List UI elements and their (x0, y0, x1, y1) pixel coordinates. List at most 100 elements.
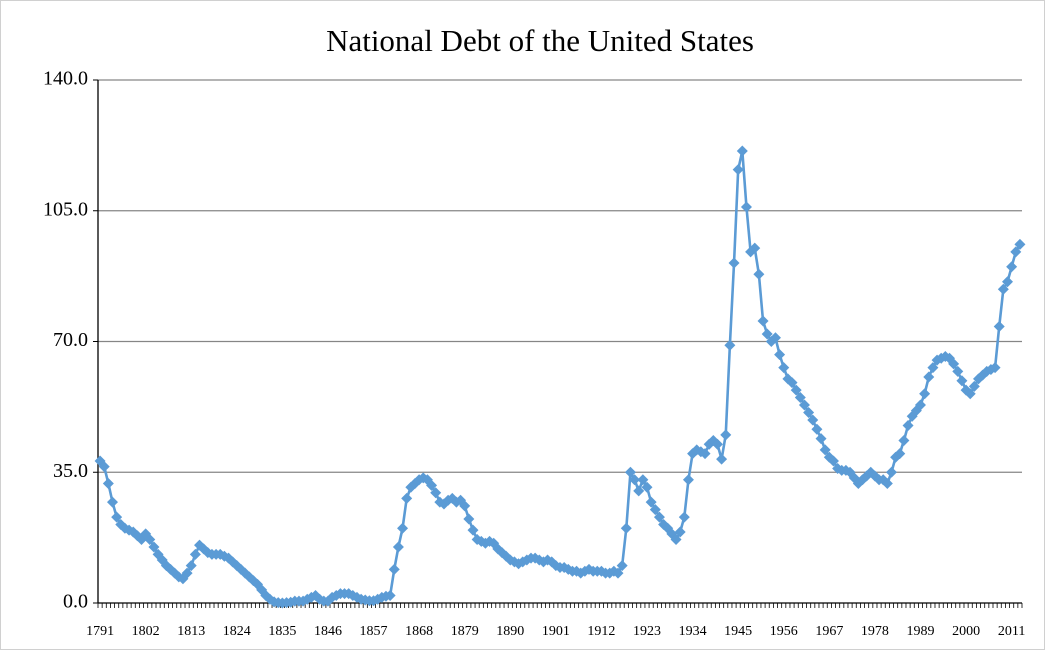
data-point (819, 444, 831, 456)
data-point (616, 560, 628, 572)
x-tick-label: 1802 (132, 624, 160, 639)
data-point (181, 567, 193, 579)
y-tick-label: 140.0 (43, 68, 88, 90)
data-point (919, 388, 931, 400)
x-tick-label: 1813 (177, 624, 205, 639)
data-point (98, 461, 110, 473)
x-tick-label: 1835 (268, 624, 296, 639)
data-point (956, 375, 968, 387)
data-point (612, 567, 624, 579)
data-point (774, 349, 786, 361)
data-point (426, 479, 438, 491)
data-point (807, 414, 819, 426)
x-tick-label: 1824 (223, 624, 251, 639)
data-point (740, 201, 752, 213)
x-tick-label: 1989 (906, 624, 934, 639)
data-point (430, 487, 442, 499)
data-point (384, 590, 396, 602)
data-point (749, 242, 761, 254)
data-point (948, 358, 960, 370)
data-point (778, 362, 790, 374)
data-point (111, 511, 123, 523)
data-point (815, 433, 827, 445)
data-point (401, 492, 413, 504)
x-tick-label: 2000 (952, 624, 980, 639)
data-point (1010, 246, 1022, 258)
x-tick-label: 1857 (360, 624, 388, 639)
data-point (645, 496, 657, 508)
data-point (798, 399, 810, 411)
data-point (624, 466, 636, 478)
data-point (102, 477, 114, 489)
data-point (670, 533, 682, 545)
data-point (993, 321, 1005, 333)
data-point (794, 392, 806, 404)
x-tick-label: 1879 (451, 624, 479, 639)
data-point (757, 315, 769, 327)
x-tick-label: 1923 (633, 624, 661, 639)
data-point (649, 504, 661, 516)
data-point (711, 438, 723, 450)
data-point (997, 283, 1009, 295)
data-point (620, 522, 632, 534)
data-point (682, 474, 694, 486)
x-tick-label: 1901 (542, 624, 570, 639)
data-point (459, 500, 471, 512)
data-point (902, 420, 914, 432)
data-point (716, 453, 728, 465)
data-point (653, 511, 665, 523)
x-tick-label: 1868 (405, 624, 433, 639)
data-point (189, 548, 201, 560)
data-point (894, 448, 906, 460)
data-point (467, 524, 479, 536)
data-point (989, 362, 1001, 374)
data-point (388, 563, 400, 575)
x-tick-label: 1846 (314, 624, 342, 639)
data-point (753, 268, 765, 280)
data-point (914, 399, 926, 411)
y-tick-label: 70.0 (53, 329, 88, 351)
data-point (185, 560, 197, 572)
data-point (1006, 261, 1018, 273)
data-point (720, 429, 732, 441)
data-point (827, 455, 839, 467)
data-point (927, 362, 939, 374)
data-point (392, 541, 404, 553)
data-point (637, 474, 649, 486)
data-point (952, 365, 964, 377)
data-point (1001, 276, 1013, 288)
data-point (761, 328, 773, 340)
x-tick-label: 2011 (998, 624, 1025, 639)
data-point (964, 388, 976, 400)
data-point (923, 371, 935, 383)
y-tick-label: 0.0 (63, 591, 88, 613)
y-tick-label: 105.0 (43, 198, 88, 220)
data-point (629, 474, 641, 486)
data-point (633, 485, 645, 497)
data-point (968, 380, 980, 392)
data-point (790, 384, 802, 396)
x-tick-label: 1912 (587, 624, 615, 639)
x-tick-label: 1978 (861, 624, 889, 639)
y-tick-label: 35.0 (53, 460, 88, 482)
x-tick-label: 1791 (86, 624, 114, 639)
x-tick-label: 1956 (770, 624, 798, 639)
data-point (732, 164, 744, 176)
data-point (463, 513, 475, 525)
x-tick-label: 1967 (815, 624, 843, 639)
data-point (1014, 238, 1026, 250)
data-point (699, 448, 711, 460)
data-point (397, 522, 409, 534)
data-point (641, 481, 653, 493)
x-tick-label: 1934 (679, 624, 707, 639)
data-point (736, 145, 748, 157)
x-tick-label: 1890 (496, 624, 524, 639)
data-point (728, 257, 740, 269)
data-point (898, 434, 910, 446)
data-point (885, 466, 897, 478)
data-point (678, 511, 690, 523)
data-point (881, 477, 893, 489)
data-point (786, 377, 798, 389)
